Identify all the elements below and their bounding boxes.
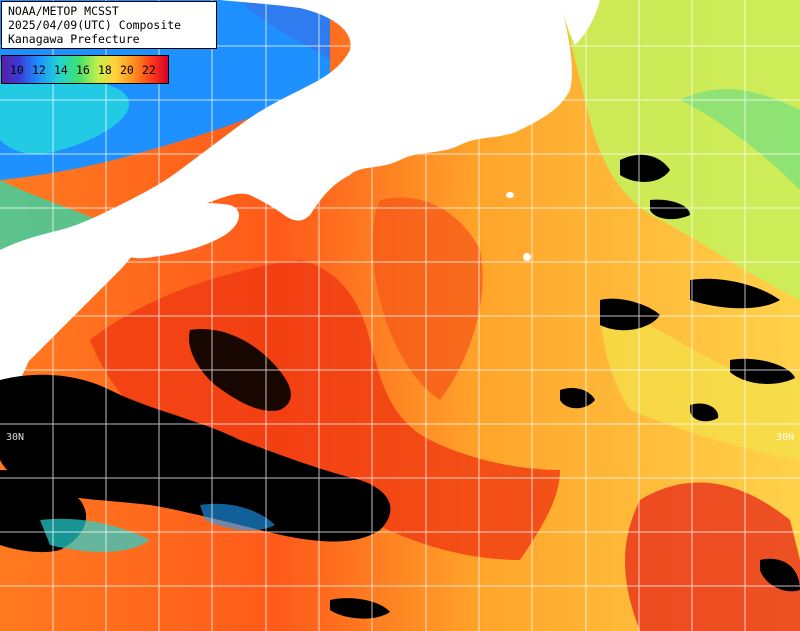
cool-band-east bbox=[600, 300, 800, 460]
cold-patch-east bbox=[680, 89, 800, 190]
cloud-mask-southwest bbox=[0, 374, 391, 542]
legend-tick: 18 bbox=[98, 63, 112, 77]
land-kyushu bbox=[0, 252, 55, 392]
warm-patch-southeast bbox=[625, 482, 800, 631]
legend-tick: 12 bbox=[32, 63, 46, 77]
lon-label-top: 135E bbox=[316, 0, 327, 12]
cold-water-north bbox=[240, 0, 330, 60]
land-izu-area bbox=[560, 0, 600, 45]
legend-tick: 20 bbox=[120, 63, 134, 77]
warm-eddy-center bbox=[372, 197, 483, 400]
legend-tick: 10 bbox=[10, 63, 24, 77]
cloud-mask-5 bbox=[620, 154, 670, 182]
cloud-mask-11 bbox=[330, 598, 390, 619]
cloud-mask-9 bbox=[730, 358, 795, 384]
land-island-2 bbox=[506, 192, 514, 198]
land-island-1 bbox=[532, 55, 548, 65]
legend-tick: 14 bbox=[54, 63, 68, 77]
land-shikoku bbox=[114, 203, 240, 259]
cold-artifact-2 bbox=[200, 503, 275, 531]
title-line-date: 2025/04/09(UTC) Composite bbox=[8, 18, 182, 32]
cloud-mask-10 bbox=[760, 558, 800, 592]
title-line-region: Kanagawa Prefecture bbox=[8, 32, 140, 46]
cloud-mask-3 bbox=[600, 298, 660, 331]
cloud-mask-8 bbox=[690, 403, 719, 422]
cool-water-northeast bbox=[560, 0, 800, 300]
legend-tick: 22 bbox=[142, 63, 156, 77]
cold-artifact-1 bbox=[40, 518, 150, 552]
title-line-source: NOAA/METOP MCSST bbox=[8, 4, 119, 18]
legend-tick: 16 bbox=[76, 63, 90, 77]
cloud-mask-6 bbox=[650, 199, 690, 220]
temperature-legend: 10 12 14 16 18 20 22 bbox=[1, 55, 169, 84]
lat-label-right: 30N bbox=[776, 432, 795, 443]
title-box: NOAA/METOP MCSST 2025/04/09(UTC) Composi… bbox=[1, 1, 217, 49]
land-awaji bbox=[243, 148, 306, 197]
land-island-3 bbox=[523, 253, 531, 261]
lat-label-left: 30N bbox=[6, 432, 25, 443]
cloud-mask-4 bbox=[690, 278, 780, 309]
